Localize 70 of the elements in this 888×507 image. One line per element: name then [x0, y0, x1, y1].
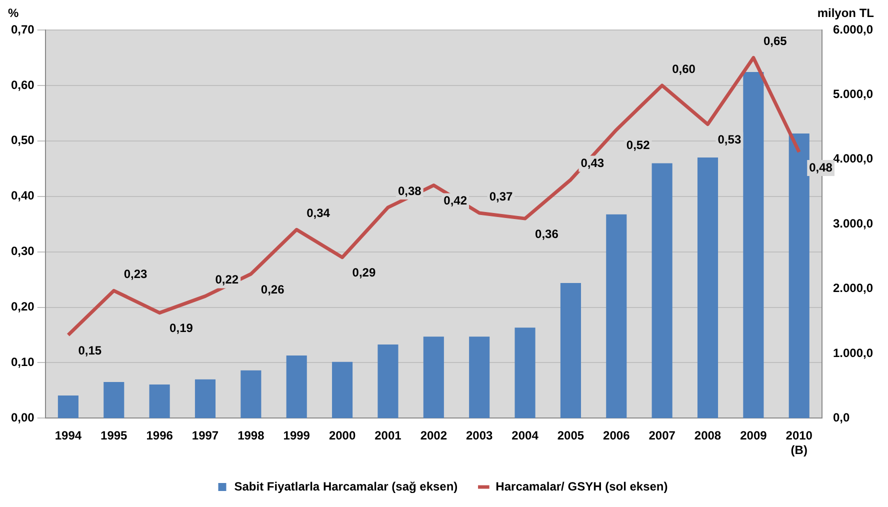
x-tick-label: 1997: [192, 428, 219, 443]
x-tick-label: 1994: [54, 428, 82, 443]
x-tick-label: 2000: [328, 428, 356, 443]
bar: [423, 336, 444, 418]
bar: [743, 72, 764, 418]
data-label: 0,37: [489, 189, 514, 204]
bar: [652, 163, 672, 418]
bar: [58, 396, 78, 418]
data-label: 0,19: [170, 321, 194, 336]
data-label: 0,65: [763, 34, 788, 48]
y-tick-label: 0,60: [10, 78, 35, 92]
bar: [240, 370, 262, 418]
x-tick-label: 1996: [146, 428, 174, 443]
legend-label: Sabit Fiyatlarla Harcamalar (sağ eksen): [234, 479, 458, 494]
x-tick-label: 2008: [694, 428, 722, 443]
data-label: 0,52: [626, 138, 650, 152]
data-label: 0,38: [398, 184, 422, 198]
y2-tick-label: 6.000,0: [832, 22, 874, 36]
data-label: 0,60: [672, 62, 696, 76]
data-label: 0,43: [580, 156, 604, 170]
x-tick-label: 1998: [238, 428, 265, 443]
y-tick-label: 0,00: [10, 410, 35, 425]
y2-axis-title: milyon TL: [817, 6, 874, 20]
x-tick-label: 1995: [100, 428, 128, 443]
y2-tick-label: 5.000,0: [832, 87, 874, 102]
y-axis-title: %: [8, 6, 19, 20]
x-tick-label: 2001: [374, 428, 402, 443]
y-tick-label: 0,30: [10, 244, 35, 258]
y-tick-label: 0,20: [10, 300, 35, 314]
x-tick-label: 2007: [648, 428, 676, 443]
x-tick-label: 2003: [466, 428, 494, 443]
data-label: 0,53: [718, 132, 742, 147]
x-tick-label: 2005: [557, 428, 584, 443]
y-tick-label: 0,70: [10, 22, 35, 36]
y2-tick-label: 0,0: [832, 410, 850, 425]
bar: [104, 382, 124, 418]
bar: [286, 355, 307, 418]
bar: [560, 282, 581, 418]
y2-tick-label: 1.000,0: [832, 346, 874, 360]
data-label: 0,34: [306, 206, 330, 220]
bar: [149, 384, 170, 418]
data-label: 0,36: [535, 226, 559, 241]
y2-tick-label: 2.000,0: [832, 281, 874, 296]
y2-tick-label: 4.000,0: [832, 152, 874, 166]
data-label: 0,26: [260, 282, 285, 296]
data-label: 0,23: [124, 266, 148, 281]
bar: [514, 328, 536, 418]
bar: [469, 336, 490, 418]
legend-label: Harcamalar/ GSYH (sol eksen): [496, 479, 668, 494]
data-label: 0,15: [78, 343, 102, 358]
x-tick-label: 2006: [603, 428, 630, 443]
x-tick-label: 2002: [420, 428, 448, 443]
x-tick-label: 2009: [740, 428, 768, 443]
x-tick-label: 2010 (B): [786, 428, 813, 458]
bar: [697, 157, 718, 418]
data-label: 0,29: [352, 266, 376, 280]
y-tick-label: 0,10: [10, 355, 35, 370]
bar: [788, 134, 810, 418]
x-tick-label: 2004: [512, 428, 539, 443]
bar: [194, 379, 216, 418]
data-label: 0,42: [444, 194, 468, 208]
data-label: 0,48: [809, 160, 833, 174]
x-tick-label: 1999: [283, 428, 310, 443]
bar: [332, 362, 353, 418]
data-label: 0,22: [215, 272, 239, 287]
y2-tick-label: 3.000,0: [832, 216, 874, 230]
bar: [378, 344, 398, 418]
bar: [606, 214, 627, 418]
y-tick-label: 0,50: [10, 133, 35, 148]
y-tick-label: 0,40: [10, 188, 35, 203]
